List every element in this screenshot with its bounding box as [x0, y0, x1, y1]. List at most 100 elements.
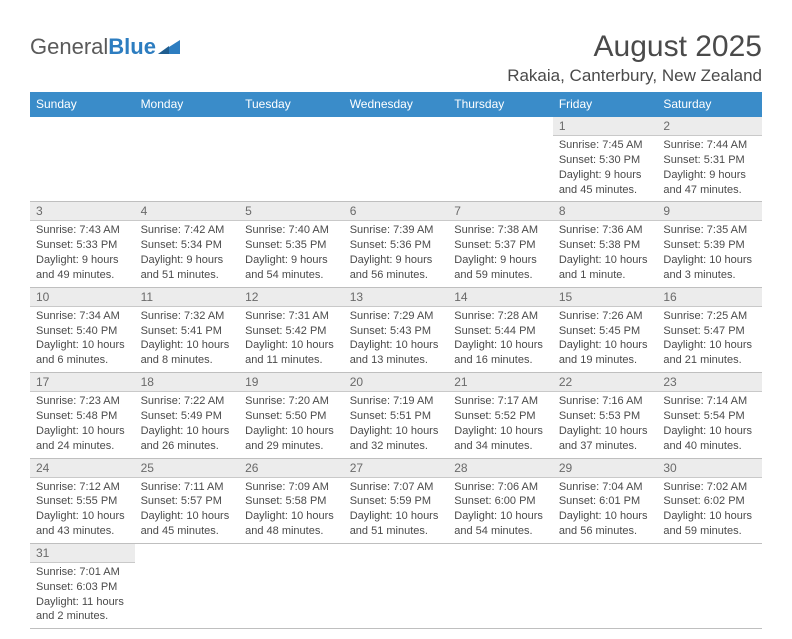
day-content-cell: Sunrise: 7:29 AMSunset: 5:43 PMDaylight:…	[344, 306, 449, 372]
daylight-text: Daylight: 10 hours and 24 minutes.	[36, 424, 129, 454]
day-number-cell: 31	[30, 543, 135, 562]
sunrise-text: Sunrise: 7:25 AM	[663, 309, 756, 324]
logo: GeneralBlue	[30, 30, 180, 60]
day-number-cell: 22	[553, 373, 658, 392]
sunset-text: Sunset: 5:35 PM	[245, 238, 338, 253]
sunset-text: Sunset: 5:52 PM	[454, 409, 547, 424]
daylight-text: Daylight: 10 hours and 43 minutes.	[36, 509, 129, 539]
sunrise-text: Sunrise: 7:12 AM	[36, 480, 129, 495]
sunset-text: Sunset: 5:33 PM	[36, 238, 129, 253]
day-number-cell: 3	[30, 202, 135, 221]
sunrise-text: Sunrise: 7:29 AM	[350, 309, 443, 324]
day-content-cell	[239, 562, 344, 628]
day-content: Sunrise: 7:06 AMSunset: 6:00 PMDaylight:…	[454, 480, 547, 539]
day-number-cell: 14	[448, 287, 553, 306]
day-number-cell: 10	[30, 287, 135, 306]
day-content-row: Sunrise: 7:45 AMSunset: 5:30 PMDaylight:…	[30, 136, 762, 202]
day-number-cell: 6	[344, 202, 449, 221]
sunset-text: Sunset: 6:03 PM	[36, 580, 129, 595]
day-content-cell: Sunrise: 7:43 AMSunset: 5:33 PMDaylight:…	[30, 221, 135, 287]
sunset-text: Sunset: 5:30 PM	[559, 153, 652, 168]
daylight-text: Daylight: 10 hours and 21 minutes.	[663, 338, 756, 368]
day-content-cell: Sunrise: 7:35 AMSunset: 5:39 PMDaylight:…	[657, 221, 762, 287]
day-content-cell	[448, 562, 553, 628]
sunrise-text: Sunrise: 7:22 AM	[141, 394, 234, 409]
sunrise-text: Sunrise: 7:09 AM	[245, 480, 338, 495]
daylight-text: Daylight: 10 hours and 56 minutes.	[559, 509, 652, 539]
month-title: August 2025	[507, 30, 762, 64]
day-content-row: Sunrise: 7:34 AMSunset: 5:40 PMDaylight:…	[30, 306, 762, 372]
day-number-cell: 4	[135, 202, 240, 221]
day-content: Sunrise: 7:40 AMSunset: 5:35 PMDaylight:…	[245, 223, 338, 282]
day-content: Sunrise: 7:42 AMSunset: 5:34 PMDaylight:…	[141, 223, 234, 282]
sunset-text: Sunset: 5:43 PM	[350, 324, 443, 339]
day-content: Sunrise: 7:32 AMSunset: 5:41 PMDaylight:…	[141, 309, 234, 368]
day-content: Sunrise: 7:39 AMSunset: 5:36 PMDaylight:…	[350, 223, 443, 282]
day-number-cell: 17	[30, 373, 135, 392]
sunrise-text: Sunrise: 7:36 AM	[559, 223, 652, 238]
daylight-text: Daylight: 10 hours and 6 minutes.	[36, 338, 129, 368]
daylight-text: Daylight: 10 hours and 1 minute.	[559, 253, 652, 283]
day-content-cell	[553, 562, 658, 628]
daylight-text: Daylight: 9 hours and 59 minutes.	[454, 253, 547, 283]
day-content-cell: Sunrise: 7:32 AMSunset: 5:41 PMDaylight:…	[135, 306, 240, 372]
day-content-cell: Sunrise: 7:20 AMSunset: 5:50 PMDaylight:…	[239, 392, 344, 458]
day-content: Sunrise: 7:31 AMSunset: 5:42 PMDaylight:…	[245, 309, 338, 368]
day-number-cell	[344, 117, 449, 136]
day-number-cell: 13	[344, 287, 449, 306]
sunset-text: Sunset: 5:41 PM	[141, 324, 234, 339]
day-number-cell	[30, 117, 135, 136]
weekday-header: Monday	[135, 92, 240, 117]
daylight-text: Daylight: 10 hours and 13 minutes.	[350, 338, 443, 368]
day-content: Sunrise: 7:04 AMSunset: 6:01 PMDaylight:…	[559, 480, 652, 539]
title-block: August 2025 Rakaia, Canterbury, New Zeal…	[507, 30, 762, 86]
calendar-page: GeneralBlue August 2025 Rakaia, Canterbu…	[0, 0, 792, 639]
day-number-cell	[135, 543, 240, 562]
daylight-text: Daylight: 10 hours and 45 minutes.	[141, 509, 234, 539]
day-number-cell	[344, 543, 449, 562]
day-content-cell: Sunrise: 7:45 AMSunset: 5:30 PMDaylight:…	[553, 136, 658, 202]
day-content-cell: Sunrise: 7:12 AMSunset: 5:55 PMDaylight:…	[30, 477, 135, 543]
day-number-cell: 5	[239, 202, 344, 221]
sunrise-text: Sunrise: 7:26 AM	[559, 309, 652, 324]
day-content: Sunrise: 7:17 AMSunset: 5:52 PMDaylight:…	[454, 394, 547, 453]
day-content-cell	[657, 562, 762, 628]
location: Rakaia, Canterbury, New Zealand	[507, 66, 762, 86]
day-content: Sunrise: 7:12 AMSunset: 5:55 PMDaylight:…	[36, 480, 129, 539]
daylight-text: Daylight: 10 hours and 54 minutes.	[454, 509, 547, 539]
day-content-cell: Sunrise: 7:26 AMSunset: 5:45 PMDaylight:…	[553, 306, 658, 372]
daylight-text: Daylight: 10 hours and 3 minutes.	[663, 253, 756, 283]
day-content: Sunrise: 7:26 AMSunset: 5:45 PMDaylight:…	[559, 309, 652, 368]
daylight-text: Daylight: 10 hours and 8 minutes.	[141, 338, 234, 368]
day-number-row: 31	[30, 543, 762, 562]
day-number-cell: 11	[135, 287, 240, 306]
day-content-cell: Sunrise: 7:19 AMSunset: 5:51 PMDaylight:…	[344, 392, 449, 458]
day-content-cell	[135, 136, 240, 202]
sail-icon	[158, 34, 180, 48]
day-content-cell: Sunrise: 7:11 AMSunset: 5:57 PMDaylight:…	[135, 477, 240, 543]
day-content: Sunrise: 7:22 AMSunset: 5:49 PMDaylight:…	[141, 394, 234, 453]
day-content-cell: Sunrise: 7:01 AMSunset: 6:03 PMDaylight:…	[30, 562, 135, 628]
daylight-text: Daylight: 10 hours and 51 minutes.	[350, 509, 443, 539]
daylight-text: Daylight: 10 hours and 29 minutes.	[245, 424, 338, 454]
sunrise-text: Sunrise: 7:07 AM	[350, 480, 443, 495]
daylight-text: Daylight: 10 hours and 37 minutes.	[559, 424, 652, 454]
day-number-cell: 15	[553, 287, 658, 306]
weekday-header: Saturday	[657, 92, 762, 117]
day-number-cell: 12	[239, 287, 344, 306]
day-number-cell: 1	[553, 117, 658, 136]
sunrise-text: Sunrise: 7:17 AM	[454, 394, 547, 409]
calendar-table: SundayMondayTuesdayWednesdayThursdayFrid…	[30, 92, 762, 629]
sunset-text: Sunset: 5:58 PM	[245, 494, 338, 509]
weekday-header: Friday	[553, 92, 658, 117]
day-content-cell	[448, 136, 553, 202]
sunset-text: Sunset: 6:02 PM	[663, 494, 756, 509]
day-number-cell: 2	[657, 117, 762, 136]
weekday-header-row: SundayMondayTuesdayWednesdayThursdayFrid…	[30, 92, 762, 117]
day-content: Sunrise: 7:11 AMSunset: 5:57 PMDaylight:…	[141, 480, 234, 539]
day-number-cell: 25	[135, 458, 240, 477]
day-content-cell: Sunrise: 7:38 AMSunset: 5:37 PMDaylight:…	[448, 221, 553, 287]
daylight-text: Daylight: 10 hours and 26 minutes.	[141, 424, 234, 454]
day-content: Sunrise: 7:09 AMSunset: 5:58 PMDaylight:…	[245, 480, 338, 539]
sunrise-text: Sunrise: 7:32 AM	[141, 309, 234, 324]
